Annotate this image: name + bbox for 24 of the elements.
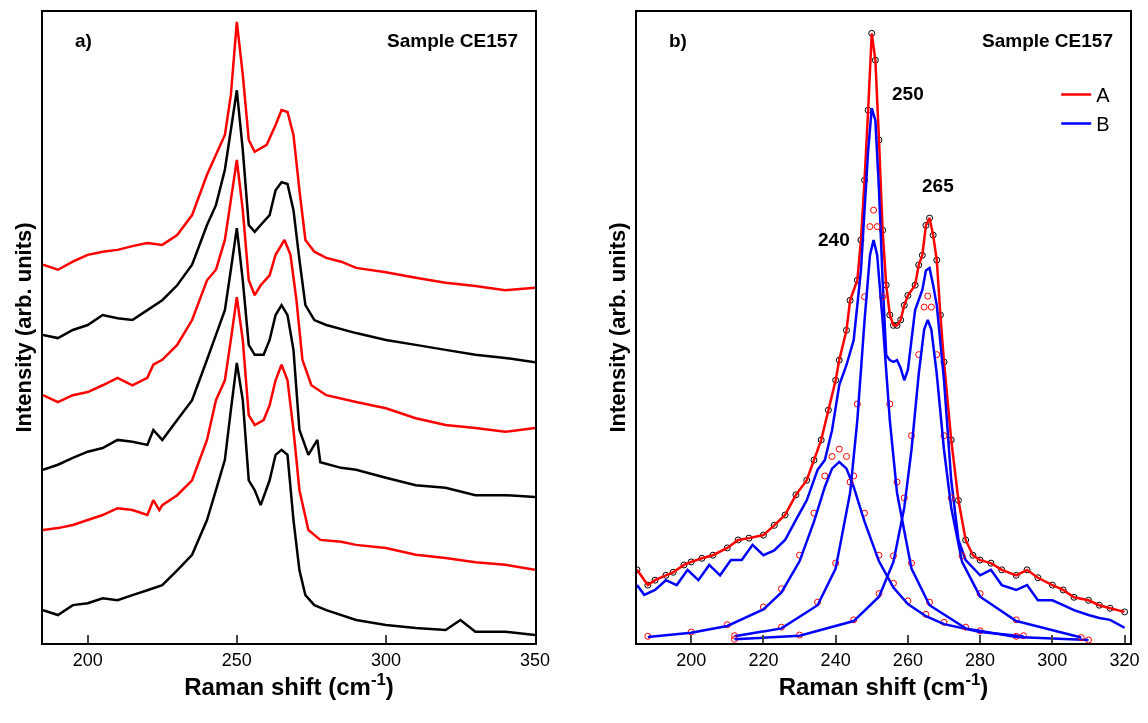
annotation: Sample CE157 <box>387 30 518 51</box>
annotation: 250 <box>892 83 924 104</box>
x-axis-title: Raman shift (cm$^{-1}$) <box>778 670 989 701</box>
x-tick-label: 280 <box>965 650 996 671</box>
x-tick-label: 260 <box>892 650 923 671</box>
x-tick-label: 220 <box>748 650 779 671</box>
x-tick-label: 200 <box>72 650 103 671</box>
x-axis-title: Raman shift (cm$^{-1}$) <box>184 670 394 701</box>
annotation: 240 <box>818 229 850 250</box>
x-tick-label: 200 <box>676 650 707 671</box>
x-tick-label: 300 <box>370 650 401 671</box>
x-tick-label: 240 <box>820 650 851 671</box>
legend-label: A <box>1096 84 1111 107</box>
annotation: Sample CE157 <box>982 30 1113 51</box>
x-tick-label: 250 <box>221 650 252 671</box>
y-axis-title: Intensity (arb. units) <box>10 222 36 433</box>
legend-label: B <box>1096 113 1110 136</box>
annotation: a) <box>75 30 92 51</box>
annotation: b) <box>669 30 687 51</box>
x-tick-label: 320 <box>1109 650 1140 671</box>
x-tick-label: 300 <box>1037 650 1068 671</box>
annotation: 265 <box>922 175 955 196</box>
y-axis-title: Intensity (arb. units) <box>604 222 630 433</box>
x-tick-label: 350 <box>519 650 551 671</box>
